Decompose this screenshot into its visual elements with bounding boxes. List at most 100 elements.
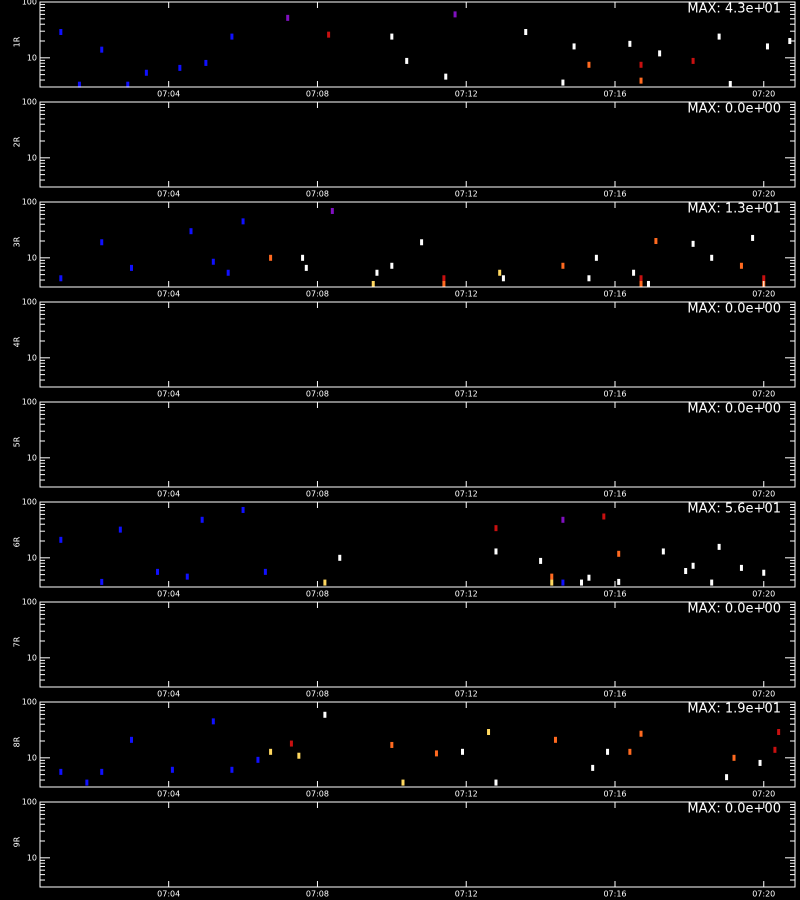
y-tick-label: 10 [27, 753, 37, 762]
pixel [773, 746, 777, 753]
pixel [59, 768, 63, 775]
pixel [553, 736, 557, 743]
x-tick-label: 07:08 [306, 190, 329, 199]
pixel [524, 29, 528, 36]
pixel [401, 779, 405, 786]
pixel [639, 280, 643, 287]
pixel [639, 77, 643, 84]
pixel [691, 240, 695, 247]
pixel [580, 579, 584, 586]
max-annotation: MAX: 0.0e+00 [687, 102, 781, 117]
pixel [762, 569, 766, 576]
x-tick-label: 07:08 [306, 90, 329, 99]
pixel [591, 764, 595, 771]
pixel [371, 280, 375, 287]
max-annotation: MAX: 0.0e+00 [687, 402, 781, 417]
pixel [59, 536, 63, 543]
panel: 10 100 07:04 07:08 07:12 07:16 07:20 2R MAX: 0.0… [13, 98, 796, 199]
y-tick-label: 10 [27, 453, 37, 462]
pixel [100, 768, 104, 775]
pixel [561, 579, 565, 586]
plot-frame [39, 201, 796, 288]
pixel [453, 11, 457, 18]
x-tick-label: 07:12 [455, 690, 478, 699]
x-tick-label: 07:16 [603, 890, 626, 899]
y-tick-label: 10 [27, 353, 37, 362]
pixel [739, 564, 743, 571]
pixel [691, 57, 695, 64]
plot-frame [39, 601, 796, 688]
max-annotation: MAX: 0.0e+00 [687, 802, 781, 817]
y-tick-label: 100 [22, 698, 37, 707]
y-tick-label: 100 [22, 398, 37, 407]
x-tick-label: 07:04 [157, 190, 180, 199]
y-tick-label: 10 [27, 653, 37, 662]
y-axis-label: 8R [13, 736, 22, 747]
x-tick-label: 07:04 [157, 790, 180, 799]
x-tick-label: 07:16 [603, 590, 626, 599]
x-tick-label: 07:20 [752, 690, 775, 699]
pixel [487, 729, 491, 736]
x-tick-label: 07:20 [752, 390, 775, 399]
pixel [561, 262, 565, 269]
x-tick-label: 07:04 [157, 90, 180, 99]
pixel [59, 29, 63, 36]
pixel [126, 81, 130, 88]
pixel [732, 754, 736, 761]
max-annotation: MAX: 0.0e+00 [687, 302, 781, 317]
pixel [327, 31, 331, 38]
pixel [420, 239, 424, 246]
pixel [628, 748, 632, 755]
plot-frame [39, 401, 796, 488]
pixel [691, 562, 695, 569]
x-tick-label: 07:08 [306, 590, 329, 599]
pixel [765, 43, 769, 50]
y-axis-label: 3R [13, 236, 22, 247]
pixel [751, 234, 755, 241]
pixel [330, 207, 334, 214]
panel: 10 100 07:04 07:08 07:12 07:16 07:20 8R MAX: 1.9… [13, 698, 796, 799]
y-axis-label: 1R [13, 36, 22, 47]
pixel [59, 275, 63, 282]
pixel [550, 579, 554, 586]
pixel [269, 254, 273, 261]
plot-frame [39, 301, 796, 388]
x-tick-label: 07:08 [306, 490, 329, 499]
pixel [550, 573, 554, 580]
pixel [710, 579, 714, 586]
pixel [189, 228, 193, 235]
pixel [301, 254, 305, 261]
plot-frame [39, 701, 796, 788]
pixel [646, 280, 650, 287]
pixel [338, 554, 342, 561]
panel: 10 100 07:04 07:08 07:12 07:16 07:20 7R MAX: 0.0… [13, 598, 796, 699]
pixel [777, 729, 781, 736]
y-tick-label: 100 [22, 0, 37, 7]
x-tick-label: 07:16 [603, 490, 626, 499]
x-tick-label: 07:04 [157, 390, 180, 399]
pixel [405, 57, 409, 64]
pixel [602, 513, 606, 520]
pixel [717, 33, 721, 40]
pixel [661, 548, 665, 555]
pixel [286, 14, 290, 21]
pixel [129, 264, 133, 271]
pixel [617, 578, 621, 585]
pixel [323, 579, 327, 586]
x-tick-label: 07:12 [455, 890, 478, 899]
x-tick-label: 07:12 [455, 290, 478, 299]
y-axis-label: 9R [13, 836, 22, 847]
x-tick-label: 07:12 [455, 390, 478, 399]
pixel [226, 269, 230, 276]
pixel [297, 752, 301, 759]
pixel [788, 38, 792, 45]
x-tick-label: 07:16 [603, 290, 626, 299]
x-tick-label: 07:08 [306, 690, 329, 699]
max-annotation: MAX: 0.0e+00 [687, 602, 781, 617]
pixel [494, 779, 498, 786]
pixel [494, 548, 498, 555]
pixel [200, 516, 204, 523]
pixel [156, 568, 160, 575]
panel: 10 100 07:04 07:08 07:12 07:16 07:20 4R MAX: 0.0… [13, 298, 796, 399]
pixel [289, 740, 293, 747]
